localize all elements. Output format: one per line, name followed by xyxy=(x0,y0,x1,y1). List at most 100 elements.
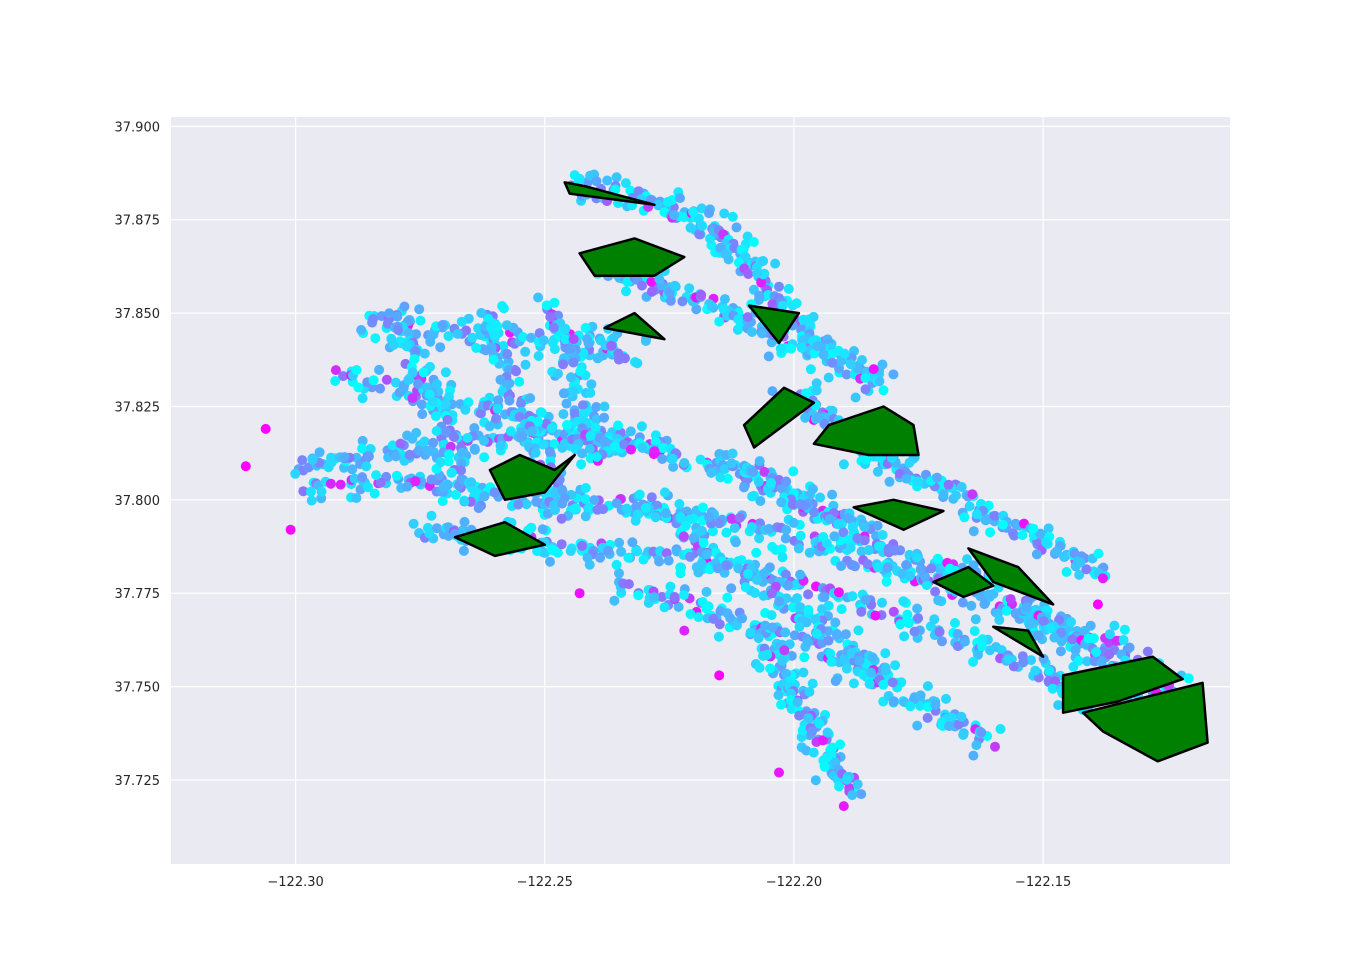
scatter-point xyxy=(781,476,792,487)
scatter-point xyxy=(659,602,670,613)
scatter-point xyxy=(777,552,788,563)
scatter-point xyxy=(780,569,791,580)
scatter-point xyxy=(694,229,705,240)
scatter-point xyxy=(1092,599,1103,610)
scatter-point xyxy=(599,412,610,423)
y-tick-label: 37.750 xyxy=(115,681,161,696)
scatter-point xyxy=(840,629,851,640)
scatter-point xyxy=(504,395,515,406)
scatter-point xyxy=(1008,661,1019,672)
scatter-point xyxy=(803,589,814,600)
scatter-point xyxy=(438,482,449,493)
scatter-point xyxy=(701,603,712,614)
scatter-point xyxy=(938,489,949,499)
scatter-point xyxy=(443,331,454,342)
scatter-point xyxy=(789,630,800,641)
scatter-point xyxy=(959,512,970,523)
scatter-point xyxy=(915,564,926,575)
scatter-point xyxy=(836,561,847,571)
scatter-point xyxy=(737,613,748,624)
scatter-point xyxy=(983,589,994,600)
scatter-point xyxy=(443,456,454,467)
scatter-point xyxy=(841,369,852,380)
scatter-point xyxy=(774,767,784,778)
scatter-point xyxy=(514,376,525,387)
scatter-point xyxy=(649,592,659,603)
scatter-point xyxy=(915,690,926,701)
scatter-point xyxy=(696,558,707,569)
scatter-point xyxy=(558,359,569,370)
scatter-point xyxy=(569,408,580,419)
scatter-point xyxy=(781,668,792,679)
scatter-point xyxy=(560,323,571,334)
scatter-point xyxy=(740,252,751,262)
scatter-point xyxy=(801,745,812,756)
scatter-point xyxy=(565,344,576,354)
scatter-point xyxy=(520,359,531,370)
scatter-point xyxy=(878,679,889,690)
scatter-point xyxy=(517,431,528,442)
scatter-point xyxy=(856,606,867,617)
scatter-point xyxy=(357,443,368,454)
scatter-point xyxy=(731,222,742,233)
scatter-point xyxy=(733,314,744,325)
scatter-point xyxy=(726,513,737,524)
scatter-point xyxy=(375,383,386,394)
scatter-point xyxy=(800,412,811,423)
y-tick-label: 37.875 xyxy=(115,214,161,229)
scatter-point xyxy=(825,648,836,659)
scatter-point xyxy=(880,665,891,676)
scatter-point xyxy=(357,435,368,446)
scatter-point xyxy=(586,379,597,390)
scatter-point xyxy=(985,527,996,538)
scatter-point xyxy=(466,477,476,488)
scatter-point xyxy=(852,779,863,790)
scatter-point xyxy=(498,341,509,351)
scatter-point xyxy=(755,496,766,506)
scatter-point xyxy=(298,486,309,497)
scatter-point xyxy=(773,690,784,701)
scatter-point xyxy=(967,489,978,500)
scatter-point xyxy=(351,493,362,503)
scatter-point xyxy=(633,590,644,601)
scatter-point xyxy=(743,269,754,279)
scatter-point xyxy=(428,437,439,448)
scatter-point xyxy=(590,422,601,433)
scatter-point xyxy=(471,343,482,353)
scatter-point xyxy=(1005,594,1016,605)
scatter-point xyxy=(838,801,849,812)
scatter-point xyxy=(330,376,341,386)
scatter-point xyxy=(419,348,430,359)
scatter-point xyxy=(591,452,602,462)
scatter-point xyxy=(788,466,799,477)
scatter-point xyxy=(691,304,702,315)
scatter-point xyxy=(592,504,603,515)
scatter-point xyxy=(873,541,884,552)
scatter-point xyxy=(619,439,630,450)
scatter-point xyxy=(297,455,308,466)
scatter-point xyxy=(714,670,725,681)
scatter-point xyxy=(811,628,822,639)
scatter-point xyxy=(609,441,620,452)
scatter-point xyxy=(578,400,588,411)
scatter-point xyxy=(541,300,552,311)
scatter-point xyxy=(824,514,835,525)
scatter-point xyxy=(912,476,923,487)
scatter-point xyxy=(725,613,736,623)
scatter-point xyxy=(1018,657,1029,668)
scatter-point xyxy=(901,560,912,570)
scatter-point xyxy=(368,375,379,386)
scatter-point xyxy=(868,364,879,375)
park-polygon xyxy=(453,520,547,558)
scatter-point xyxy=(538,335,549,346)
scatter-point xyxy=(549,344,560,355)
scatter-point xyxy=(864,679,875,689)
scatter-point xyxy=(827,742,838,753)
park-polygon xyxy=(603,311,666,341)
scatter-point xyxy=(817,735,828,746)
scatter-point xyxy=(995,724,1006,734)
scatter-point xyxy=(548,545,559,556)
scatter-point xyxy=(652,500,663,511)
scatter-point xyxy=(952,641,963,652)
scatter-point xyxy=(568,386,579,397)
